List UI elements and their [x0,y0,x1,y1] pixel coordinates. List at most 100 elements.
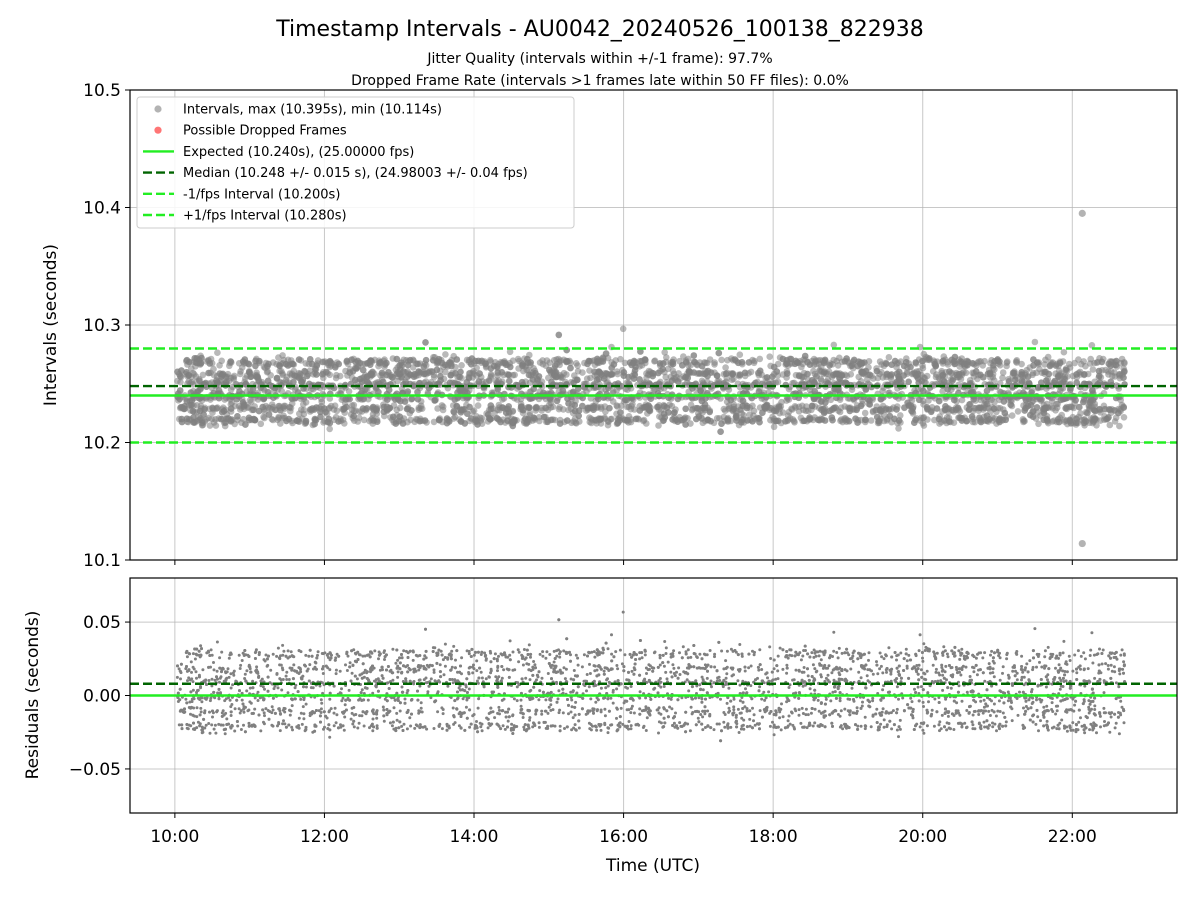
interval-point [373,407,380,414]
residual-point [788,722,792,726]
residual-point [840,651,844,655]
residual-point [212,727,216,731]
interval-point [787,355,795,363]
interval-point [644,405,652,413]
interval-point [738,359,746,366]
interval-point [245,361,253,368]
interval-point [935,397,943,405]
interval-point [469,369,477,377]
interval-point [962,369,970,377]
interval-point [486,416,494,423]
residual-point [1031,696,1035,700]
residual-point [304,702,308,706]
interval-point [472,357,479,365]
interval-point [818,398,825,405]
interval-point [603,370,610,377]
interval-point [1084,409,1091,417]
interval-point [313,404,320,411]
interval-point [821,356,829,364]
interval-point [583,375,591,383]
interval-point [367,370,375,378]
interval-point [1121,368,1128,376]
residual-point [240,659,244,662]
interval-point [1120,414,1128,421]
interval-point [264,388,272,396]
interval-point [651,358,658,365]
interval-outlier-point [1078,209,1086,217]
interval-point [206,360,214,367]
interval-point [1057,396,1065,404]
interval-point [783,370,791,377]
interval-point [1005,378,1013,386]
residual-point [533,663,537,667]
interval-point [779,355,787,363]
interval-point [475,378,483,385]
residual-point [233,729,237,733]
residual-point [413,726,417,730]
residual-point [326,656,330,659]
interval-point [594,355,601,363]
interval-point [970,396,977,403]
interval-point [586,418,594,426]
interval-point [598,371,605,378]
interval-point [1066,416,1074,424]
interval-point [661,349,668,356]
interval-point [811,387,818,395]
interval-point [678,416,686,424]
interval-point [430,418,438,426]
residual-point [1015,650,1019,653]
interval-point [730,405,738,413]
interval-point [630,359,637,367]
interval-point [536,359,544,366]
interval-point [403,405,411,413]
interval-point [565,400,572,407]
interval-point [690,358,698,366]
interval-point [895,375,903,383]
residual-point [194,670,198,674]
interval-point [1097,417,1104,424]
residual-point [281,643,285,647]
interval-point [178,415,185,423]
interval-point [969,360,976,367]
residual-point [811,663,815,667]
interval-point [414,360,422,368]
interval-point [352,376,359,384]
residual-point [210,723,214,727]
interval-point [931,360,938,368]
interval-point [553,373,560,381]
interval-point [181,403,188,410]
interval-point [552,368,560,376]
interval-point [342,396,350,403]
interval-point [968,413,976,420]
interval-point [619,325,627,333]
interval-point [205,369,212,377]
interval-point [862,386,870,393]
interval-point [317,408,324,416]
residual-point [931,663,935,667]
interval-point [756,367,764,375]
residual-point [522,725,526,729]
interval-point [834,362,842,369]
interval-point [939,357,947,365]
interval-point [517,395,525,403]
interval-point [380,403,388,411]
interval-point [977,396,984,404]
interval-point [188,365,195,372]
interval-point [585,357,592,365]
residual-point [897,735,900,739]
residual-point [1044,685,1048,689]
interval-point [527,359,534,366]
interval-point [506,348,514,356]
residual-point [717,722,721,726]
interval-point [775,403,783,411]
interval-point [404,388,412,395]
residual-point [938,720,942,724]
interval-point [949,377,956,384]
interval-point [183,415,191,423]
residual-point [548,653,552,656]
interval-point [218,371,226,378]
residual-point [200,725,204,729]
residual-point [604,686,608,690]
interval-point [637,348,644,355]
interval-point [631,371,639,379]
